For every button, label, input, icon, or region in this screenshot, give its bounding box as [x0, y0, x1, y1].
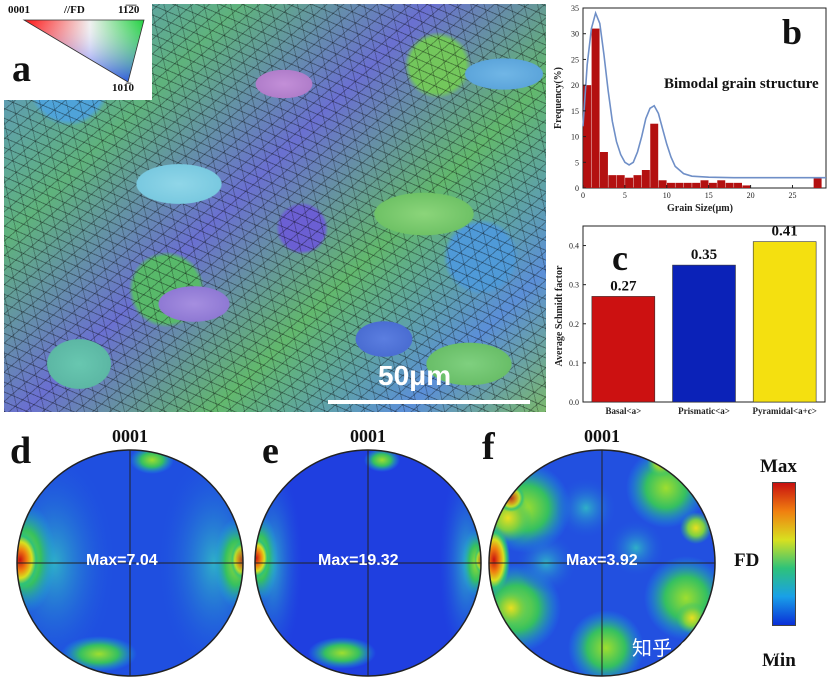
ipf-triangle: [22, 19, 145, 83]
chart-c-value-label: 0.41: [772, 224, 798, 240]
chart-c-value-label: 0.35: [691, 247, 717, 263]
chart-b-xtick-label: 0: [581, 191, 585, 200]
chart-b-xtick-label: 15: [705, 191, 713, 200]
chart-b-bar: [667, 182, 675, 188]
chart-b-ytick-label: 35: [571, 4, 579, 13]
chart-b-bar: [599, 152, 608, 188]
chart-b-bar: [625, 177, 634, 188]
ipf-color-key: [4, 4, 152, 100]
ipf-direction-label: //FD: [64, 4, 85, 16]
chart-c-ytick-label: 0.0: [569, 398, 579, 407]
scale-bar-label: 50μm: [378, 360, 452, 391]
chart-c-value-label: 0.27: [610, 278, 637, 294]
chart-b-bar: [700, 180, 709, 188]
chart-b-ytick-label: 20: [571, 81, 579, 90]
chart-b-bar: [734, 182, 742, 188]
chart-b-xtick-label: 5: [623, 191, 627, 200]
colorbar-min-label: Min: [762, 650, 796, 671]
chart-b-ytick-label: 5: [575, 158, 579, 167]
watermark: 知乎 @材料学网: [632, 636, 779, 660]
chart-b-bar: [583, 85, 592, 188]
chart-b-bar: [813, 177, 822, 188]
chart-b-bar: [725, 182, 734, 188]
chart-b-ytick-label: 10: [571, 133, 579, 142]
chart-b-ytick-label: 25: [571, 55, 579, 64]
panel-letter-e: e: [262, 430, 279, 472]
chart-b-xtick-label: 20: [747, 191, 755, 200]
chart-c-category-label: Basal<a>: [605, 406, 641, 416]
colorbar: [772, 482, 796, 626]
pf-e-top-label: 0001: [350, 426, 386, 446]
chart-b-ytick-label: 30: [571, 30, 579, 39]
chart-c-ytick-label: 0.2: [569, 320, 579, 329]
chart-c-ylabel: Average Schmidt factor: [554, 265, 565, 366]
chart-c-ytick-label: 0.4: [569, 242, 579, 251]
chart-b-bar: [591, 28, 600, 189]
chart-c-ytick-label: 0.3: [569, 281, 579, 290]
chart-b-annotation: Bimodal grain structure: [664, 76, 819, 92]
pf-d-top-label: 0001: [112, 426, 148, 446]
chart-b-bar: [717, 180, 726, 188]
chart-b-bar: [683, 182, 692, 188]
chart-c-ytick-label: 0.1: [569, 359, 579, 368]
chart-b-bar: [633, 175, 642, 188]
chart-b-ylabel: Frequency(%): [553, 67, 564, 129]
chart-b-ytick-label: 15: [571, 107, 579, 116]
chart-c-bar: [591, 296, 656, 403]
chart-b-ytick-label: 0: [575, 184, 579, 193]
chart-b-bar: [692, 182, 701, 188]
chart-c-schmidt-factor: 0.27 0.35 0.41 0.0 0.1 0.2 0.3 0.4 Basal<a> Pri…: [554, 224, 826, 416]
chart-b-bar: [650, 123, 659, 188]
chart-b-xtick-label: 25: [788, 191, 796, 200]
panel-letter-a: a: [12, 48, 31, 90]
chart-c-category-label: Prismatic<a>: [678, 406, 730, 416]
chart-c-bar: [752, 241, 817, 403]
panel-letter-f: f: [482, 426, 495, 468]
ipf-corner-0001: 0001: [8, 4, 30, 16]
scale-bar: [328, 400, 530, 404]
colorbar-direction-label: FD: [734, 550, 760, 571]
panel-letter-c: c: [612, 238, 628, 278]
panel-letter-d: d: [10, 430, 32, 472]
pole-figure-e: [254, 449, 482, 677]
chart-b-fit-curve: [582, 10, 826, 179]
pole-figure-d: [16, 449, 244, 677]
panel-letter-b: b: [782, 12, 802, 52]
chart-b-bar: [742, 185, 751, 188]
chart-b-bar: [616, 175, 625, 188]
ipf-corner-11-20: 11̅2̅0: [118, 4, 140, 16]
colorbar-max-label: Max: [760, 456, 797, 477]
chart-b-grain-size: 0 5 10 15 20 25 0 5 10 15 20 25 30 35 Grain Size(μm)…: [553, 4, 827, 214]
pf-e-max-label: Max=19.32: [318, 552, 399, 569]
chart-b-bar: [608, 175, 617, 188]
chart-c-category-label: Pyramidal<a+c>: [752, 406, 816, 416]
chart-c-bar: [672, 264, 736, 403]
chart-b-bar: [641, 170, 650, 188]
pole-figure-f: [488, 449, 716, 677]
chart-b-xlabel: Grain Size(μm): [667, 203, 733, 214]
chart-b-bar: [708, 182, 717, 188]
pf-f-top-label: 0001: [584, 426, 620, 446]
chart-b-bar: [658, 180, 667, 188]
pf-d-max-label: Max=7.04: [86, 552, 158, 569]
chart-b-bar: [675, 182, 684, 188]
chart-b-xtick-label: 10: [663, 191, 671, 200]
pf-f-max-label: Max=3.92: [566, 552, 638, 569]
ipf-corner-10-10: 101̅0: [112, 82, 134, 94]
